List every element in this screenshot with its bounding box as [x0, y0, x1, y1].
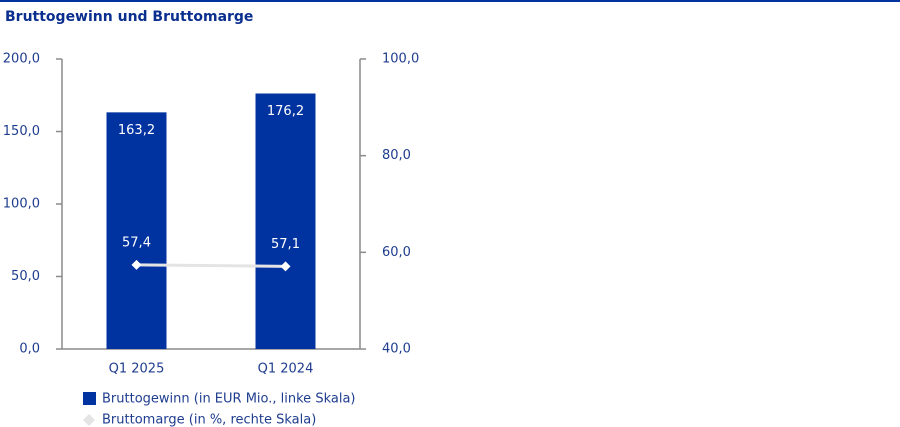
- x-tick-label: Q1 2024: [258, 362, 314, 377]
- y2-tick-label: 80,0: [382, 148, 411, 163]
- legend-label: Bruttomarge (in %, rechte Skala): [102, 413, 316, 427]
- line-marker: [280, 261, 291, 272]
- bar-value-label: 176,2: [267, 104, 304, 119]
- line: [136, 263, 286, 268]
- y-tick-label: 200,0: [3, 52, 40, 67]
- legend-swatch: [83, 392, 96, 405]
- bar-value-label: 163,2: [118, 123, 155, 138]
- line-marker: [131, 259, 142, 270]
- y2-tick-label: 100,0: [382, 52, 419, 67]
- chart-title: Bruttogewinn und Bruttomarge: [5, 9, 253, 25]
- y2-tick-label: 40,0: [382, 342, 411, 357]
- y2-tick-label: 60,0: [382, 245, 411, 260]
- y-tick-label: 100,0: [3, 197, 40, 212]
- y-tick-label: 0,0: [19, 342, 40, 357]
- line-value-label: 57,4: [122, 235, 151, 250]
- line-value-label: 57,1: [271, 237, 300, 252]
- bar: [255, 93, 316, 349]
- bar: [106, 112, 167, 349]
- legend-label: Bruttogewinn (in EUR Mio., linke Skala): [102, 392, 355, 407]
- y-tick-label: 50,0: [11, 269, 40, 284]
- y-tick-label: 150,0: [3, 124, 40, 139]
- x-tick-label: Q1 2025: [109, 362, 165, 377]
- legend-swatch: [83, 414, 95, 426]
